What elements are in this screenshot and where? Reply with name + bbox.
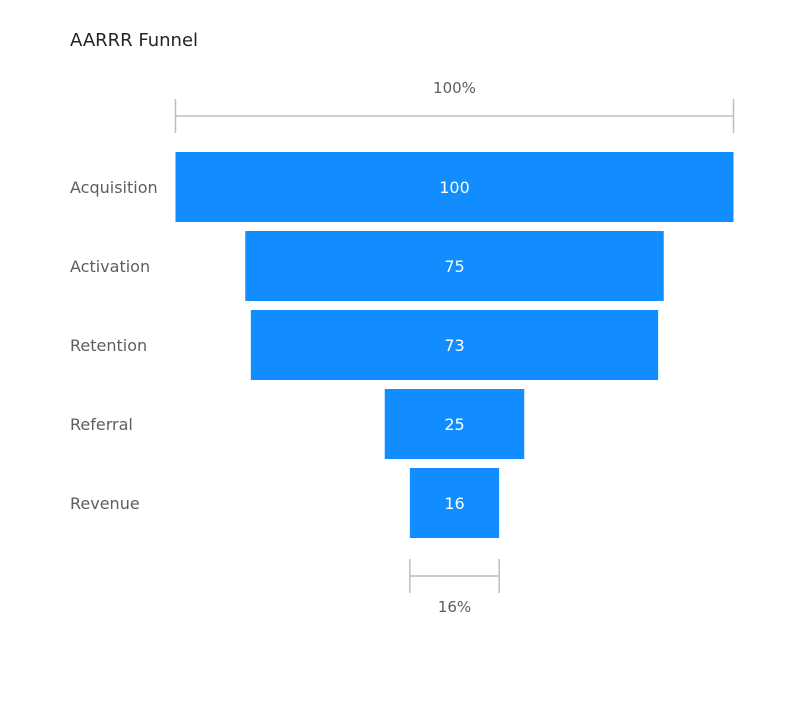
chart-title: AARRR Funnel: [70, 30, 199, 51]
data-label-revenue: 16: [444, 494, 464, 513]
category-label-acquisition: Acquisition: [70, 178, 158, 197]
data-label-retention: 73: [444, 336, 464, 355]
top-percent-bracket-label: 100%: [433, 79, 476, 97]
funnel-bar-activation: [245, 231, 664, 301]
funnel-bar-revenue: [409, 468, 500, 538]
category-label-retention: Retention: [70, 336, 147, 355]
category-label-activation: Activation: [70, 257, 150, 276]
data-label-referral: 25: [444, 415, 464, 434]
bottom-percent-bracket-label: 16%: [438, 598, 471, 616]
funnel-bar-acquisition: [175, 152, 734, 222]
category-label-revenue: Revenue: [70, 494, 140, 513]
category-label-referral: Referral: [70, 415, 133, 434]
data-label-acquisition: 100: [439, 178, 470, 197]
funnel-bar-referral: [384, 389, 525, 459]
data-label-activation: 75: [444, 257, 464, 276]
funnel-bar-retention: [250, 310, 659, 380]
